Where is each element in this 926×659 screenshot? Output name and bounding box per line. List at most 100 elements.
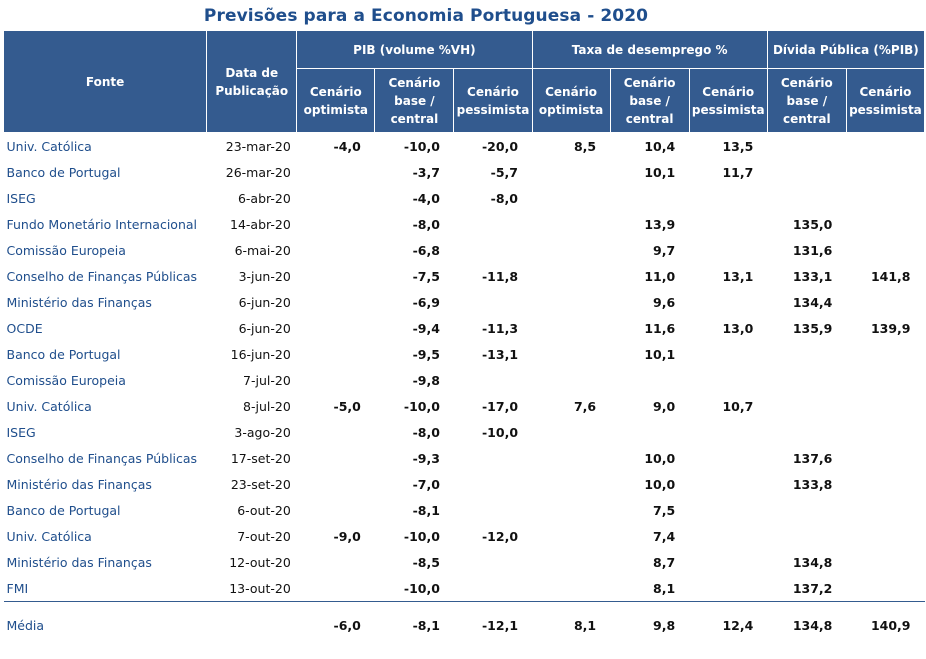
date-cell: 12-out-20 [229,554,291,570]
value-cell [532,497,610,523]
value-cell [297,263,375,289]
value-cell [297,575,375,602]
value-cell [767,367,846,393]
source-cell: OCDE [6,320,43,336]
value-cell [297,549,375,575]
table-row: FMI 13-out-20 -10,0 8,1 137,2 [4,575,925,602]
value-cell: -6,8 [412,242,440,258]
value-cell [846,185,924,211]
source-cell: Comissão Europeia [6,242,126,258]
value-cell [767,523,846,549]
value-cell: -13,1 [481,346,519,362]
header-pib-optimista: Cenário optimista [296,68,376,133]
source-cell: ISEG [6,424,36,440]
value-cell [846,289,924,315]
value-cell [454,445,532,471]
value-cell [767,133,846,160]
value-cell: 13,9 [644,216,676,232]
table-row: Banco de Portugal 26-mar-20 -3,7 -5,7 10,1 11… [4,159,925,185]
date-cell: 13-out-20 [229,580,291,596]
value-cell [689,471,767,497]
value-cell: 131,6 [792,242,833,258]
value-cell: -9,4 [412,320,440,336]
value-cell [454,471,532,497]
table-row: Ministério das Finanças 6-jun-20 -6,9 9,6 13… [4,289,925,315]
header-divida: Dívida Pública (%PIB) [766,30,926,69]
value-cell [846,523,924,549]
date-cell: 23-mar-20 [225,138,291,154]
date-cell: 16-jun-20 [230,346,291,362]
value-cell: 9,0 [653,398,676,414]
value-cell [297,419,375,445]
value-cell [297,159,375,185]
date-cell: 6-abr-20 [237,190,291,206]
source-cell: Comissão Europeia [6,372,126,388]
value-cell: 137,2 [792,580,833,596]
table-row: Ministério das Finanças 23-set-20 -7,0 10,0… [4,471,925,497]
value-cell [454,211,532,237]
value-cell [532,185,610,211]
value-cell: 8,7 [653,554,676,570]
source-cell: Média [3,601,207,642]
value-cell: -8,0 [490,190,519,206]
value-cell [767,159,846,185]
header-desemprego-optimista: Cenário optimista [531,68,611,133]
value-cell: -7,0 [412,476,440,492]
value-cell: -11,3 [481,320,519,336]
value-cell [297,471,375,497]
table-title: Previsões para a Economia Portuguesa - 2… [203,6,649,26]
value-cell [532,419,610,445]
value-cell: -12,0 [481,528,519,544]
value-cell [689,185,767,211]
forecast-table: Fonte Data de Publicação PIB (volume %VH… [2,30,926,642]
value-cell [767,393,846,419]
value-cell: 8,1 [653,580,676,596]
value-cell: 10,7 [722,398,754,414]
source-cell: Ministério das Finanças [6,554,152,570]
value-cell [689,497,767,523]
value-cell [532,341,610,367]
source-cell: FMI [6,580,29,596]
value-cell [767,341,846,367]
value-cell: -8,1 [412,502,440,518]
value-cell: 10,0 [644,450,676,466]
value-cell [532,445,610,471]
value-cell [532,263,610,289]
value-cell [297,185,375,211]
header-pib-pessimista: Cenário pessimista [453,68,533,133]
source-cell: ISEG [6,190,36,206]
header-pib: PIB (volume %VH) [296,30,533,69]
value-cell: -8,5 [412,554,440,570]
value-cell: 141,8 [870,268,911,284]
header-desemprego-pessimista: Cenário pessimista [688,68,768,133]
value-cell [767,185,846,211]
header-fonte: Fonte [2,30,208,133]
value-cell [846,341,924,367]
value-cell [689,341,767,367]
value-cell [454,497,532,523]
date-cell: 23-set-20 [230,476,291,492]
date-cell: 7-out-20 [237,528,291,544]
value-cell [454,237,532,263]
value-cell: 9,6 [653,294,676,310]
value-cell [297,211,375,237]
date-cell: 3-jun-20 [238,268,291,284]
value-cell: 139,9 [870,320,911,336]
value-cell: -4,0 [412,190,440,206]
value-cell [297,237,375,263]
value-cell [846,471,924,497]
date-cell: 7-jul-20 [243,372,291,388]
value-cell [532,549,610,575]
source-cell: Fundo Monetário Internacional [6,216,198,232]
value-cell [689,523,767,549]
value-cell: -10,0 [403,138,440,154]
value-cell [767,419,846,445]
table-row: Ministério das Finanças 12-out-20 -8,5 8,7 1… [4,549,925,575]
value-cell [846,419,924,445]
table-row: Conselho de Finanças Públicas 17-set-20 -9… [4,445,925,471]
value-cell [846,393,924,419]
value-cell [846,159,924,185]
source-cell: Conselho de Finanças Públicas [6,268,198,284]
value-cell: -4,0 [333,138,361,154]
value-cell [846,211,924,237]
